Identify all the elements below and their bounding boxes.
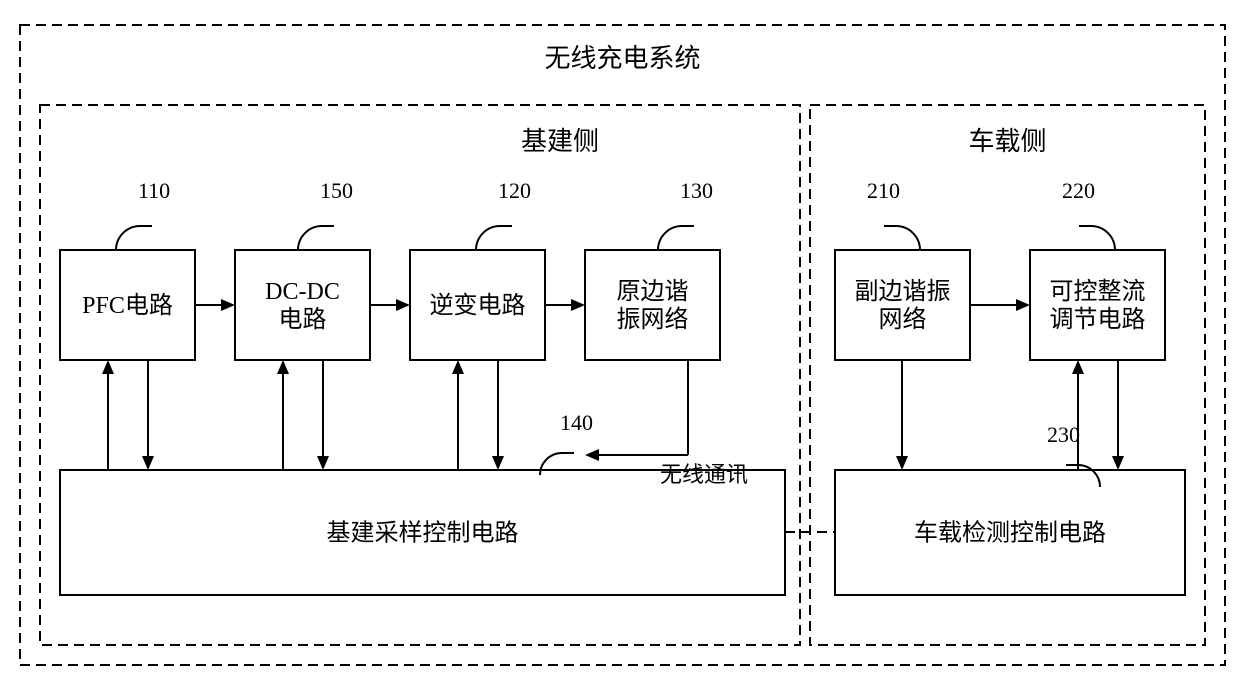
- leader-110: [116, 226, 140, 250]
- block-label-110: PFC电路: [82, 292, 173, 319]
- block-label-210: 副边谐振: [855, 278, 951, 305]
- left-title: 基建侧: [521, 127, 599, 156]
- id-130: 130: [680, 178, 713, 203]
- leader-210: [896, 226, 920, 250]
- id-210: 210: [867, 178, 900, 203]
- block-210: [835, 250, 970, 360]
- leader-220: [1091, 226, 1115, 250]
- block-150: [235, 250, 370, 360]
- block-label-150: DC-DC: [265, 279, 340, 305]
- block-label-210: 网络: [879, 306, 927, 333]
- leader-150: [298, 226, 322, 250]
- wireless-label: 无线通讯: [660, 462, 748, 487]
- id-220: 220: [1062, 178, 1095, 203]
- block-label-230: 车载检测控制电路: [914, 520, 1106, 547]
- leader-130: [658, 226, 682, 250]
- id-140: 140: [560, 410, 593, 435]
- block-label-130: 振网络: [617, 306, 689, 333]
- leader-120: [476, 226, 500, 250]
- block-220: [1030, 250, 1165, 360]
- block-label-220: 可控整流: [1050, 278, 1146, 305]
- block-label-130: 原边谐: [617, 278, 689, 305]
- id-150: 150: [320, 178, 353, 203]
- block-130: [585, 250, 720, 360]
- block-label-220: 调节电路: [1050, 306, 1146, 333]
- block-label-150: 电路: [279, 306, 327, 333]
- id-230: 230: [1047, 422, 1080, 447]
- block-label-140: 基建采样控制电路: [327, 520, 519, 547]
- id-120: 120: [498, 178, 531, 203]
- right-title: 车载侧: [968, 127, 1046, 156]
- system-title: 无线充电系统: [544, 44, 700, 73]
- id-110: 110: [138, 178, 170, 203]
- block-label-120: 逆变电路: [430, 292, 526, 319]
